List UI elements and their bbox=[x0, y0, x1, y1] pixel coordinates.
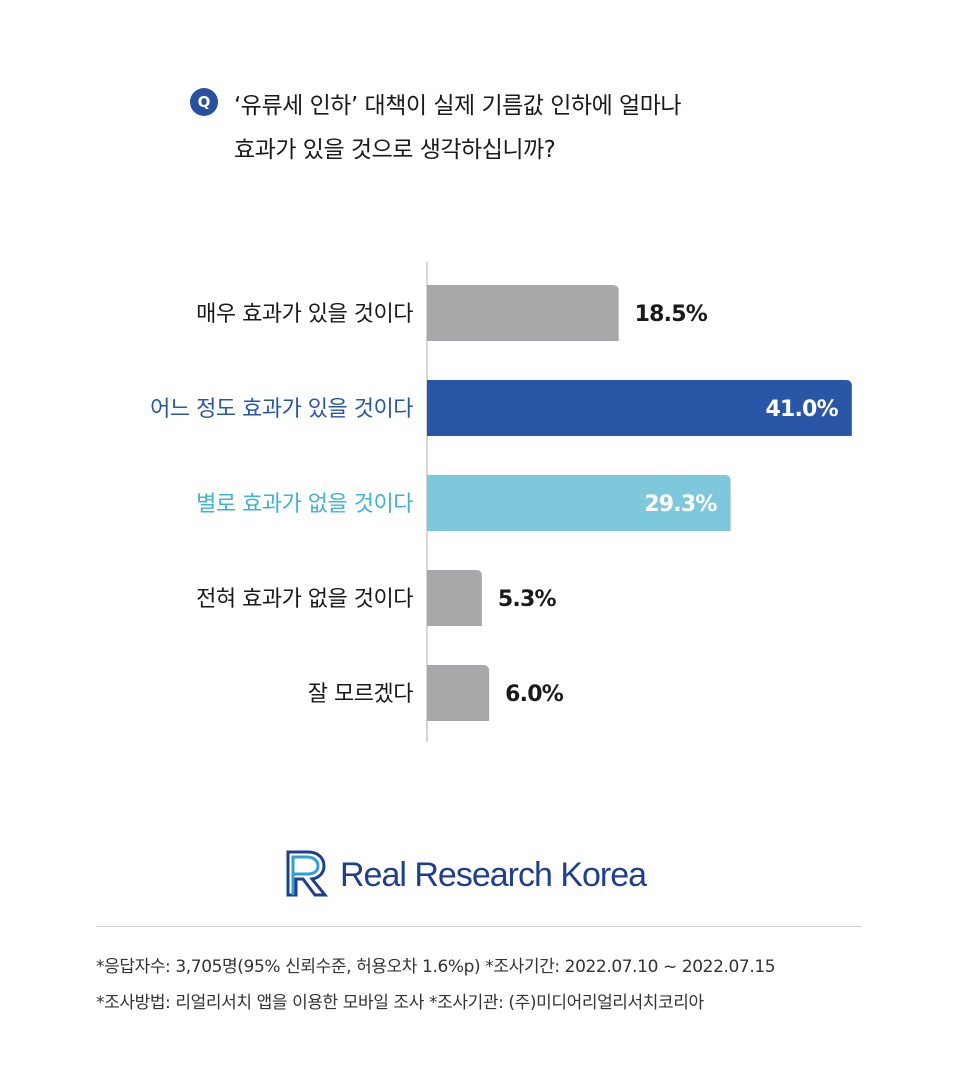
category-label: 매우 효과가 있을 것이다 bbox=[196, 302, 413, 327]
question-badge-icon: Q bbox=[190, 88, 218, 116]
footer-divider bbox=[96, 926, 862, 927]
category-label: 잘 모르겠다 bbox=[308, 682, 413, 707]
question-line-1: ‘유류세 인하’ 대책이 실제 기름값 인하에 얼마나 bbox=[234, 93, 682, 119]
bar bbox=[427, 665, 490, 721]
value-label: 18.5% bbox=[635, 302, 708, 327]
bar bbox=[427, 475, 731, 531]
real-research-logo-icon bbox=[286, 850, 329, 897]
value-label: 29.3% bbox=[644, 492, 717, 517]
category-label: 전혀 효과가 없을 것이다 bbox=[196, 587, 413, 612]
question-line-2: 효과가 있을 것으로 생각하십니까? bbox=[234, 137, 556, 163]
brand-logo: Real Research Korea bbox=[282, 848, 682, 900]
logo-text: Real Research Korea bbox=[340, 856, 647, 894]
category-label: 별로 효과가 없을 것이다 bbox=[196, 492, 413, 517]
value-label: 5.3% bbox=[498, 587, 557, 612]
bar-chart: 매우 효과가 있을 것이다 18.5% 어느 정도 효과가 있을 것이다 41.0% 별… bbox=[0, 250, 960, 750]
footnote-survey-info: *응답자수: 3,705명(95% 신뢰수준, 허용오차 1.6%p) *조사기… bbox=[96, 957, 776, 977]
bar bbox=[427, 570, 482, 626]
value-label: 41.0% bbox=[765, 397, 838, 422]
footnote-method-info: *조사방법: 리얼리서치 앱을 이용한 모바일 조사 *조사기관: (주)미디어… bbox=[96, 993, 704, 1013]
bar bbox=[427, 285, 619, 341]
category-label: 어느 정도 효과가 있을 것이다 bbox=[150, 397, 413, 422]
bar-chart-svg: 매우 효과가 있을 것이다 18.5% 어느 정도 효과가 있을 것이다 41.0% 별… bbox=[150, 262, 852, 742]
value-label: 6.0% bbox=[505, 682, 564, 707]
bar bbox=[427, 380, 852, 436]
